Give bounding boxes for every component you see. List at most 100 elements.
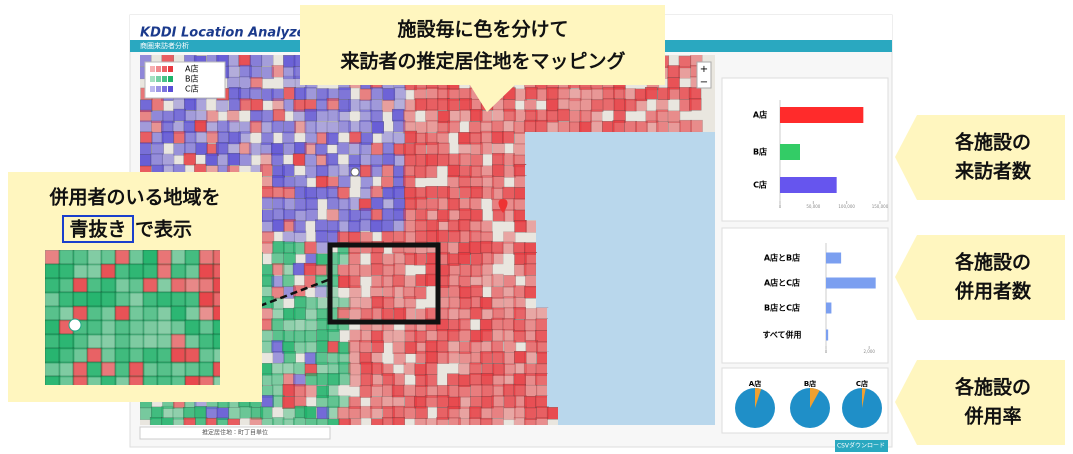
map-area xyxy=(240,406,252,418)
map-area xyxy=(261,319,273,331)
inset-area xyxy=(101,306,116,321)
map-area xyxy=(394,87,406,99)
map-water xyxy=(701,275,712,286)
map-area xyxy=(339,88,351,100)
map-water xyxy=(613,363,624,374)
map-area xyxy=(162,131,174,143)
map-water xyxy=(690,220,701,231)
inset-area xyxy=(185,348,200,363)
map-area xyxy=(338,396,350,408)
map-area xyxy=(216,100,228,112)
map-area xyxy=(392,406,404,418)
map-water xyxy=(580,374,591,385)
map-water xyxy=(701,242,712,253)
map-water xyxy=(602,308,613,319)
callout-text: 併用者のいる地域を xyxy=(48,186,220,209)
inset-area xyxy=(185,250,200,265)
inset-area xyxy=(157,348,172,363)
map-water xyxy=(613,154,624,165)
inset-area xyxy=(185,334,200,349)
map-water xyxy=(613,231,624,242)
map-water xyxy=(558,187,569,198)
csv-button-label[interactable]: CSVダウンロード xyxy=(837,442,885,450)
map-area xyxy=(239,154,251,166)
legend-label: B店 xyxy=(185,75,199,84)
map-water xyxy=(569,132,580,143)
legend-swatch xyxy=(156,76,161,82)
map-area xyxy=(425,362,437,374)
map-water xyxy=(624,176,635,187)
map-area xyxy=(294,330,306,342)
map-water xyxy=(602,330,613,341)
map-water xyxy=(569,330,580,341)
zoom-out[interactable]: − xyxy=(700,77,708,88)
map-area xyxy=(447,406,459,418)
legend-swatch xyxy=(150,66,155,72)
map-area xyxy=(492,274,504,286)
map-water xyxy=(591,374,602,385)
map-water xyxy=(547,242,558,253)
map-water xyxy=(657,132,668,143)
map-water xyxy=(624,407,635,418)
map-area xyxy=(459,407,471,419)
map-area xyxy=(360,386,372,398)
map-pin[interactable] xyxy=(351,168,359,176)
x-tick-label: 150,000 xyxy=(872,204,889,209)
map-water xyxy=(558,231,569,242)
inset-area xyxy=(115,278,130,293)
map-area xyxy=(305,121,317,133)
map-water xyxy=(701,154,712,165)
map-area xyxy=(393,330,405,342)
map-area xyxy=(394,252,406,264)
map-water xyxy=(602,187,613,198)
inset-area xyxy=(157,306,172,321)
map-water xyxy=(558,352,569,363)
inset-area xyxy=(143,278,158,293)
map-area xyxy=(580,110,592,122)
inset-area xyxy=(199,278,214,293)
map-area xyxy=(327,197,339,209)
map-water xyxy=(569,231,580,242)
zoom-in[interactable]: + xyxy=(700,64,708,75)
map-area xyxy=(470,373,482,385)
map-area xyxy=(469,407,481,419)
map-area xyxy=(524,286,536,298)
map-area xyxy=(227,66,239,78)
map-area xyxy=(415,220,427,232)
map-area xyxy=(328,341,340,353)
map-water xyxy=(668,176,679,187)
map-water xyxy=(668,154,679,165)
map-water xyxy=(547,308,558,319)
map-area xyxy=(514,406,526,418)
map-area xyxy=(480,131,492,143)
map-water xyxy=(701,253,712,264)
map-area xyxy=(480,221,492,233)
inset-area xyxy=(87,362,102,377)
map-water xyxy=(558,132,569,143)
map-area xyxy=(283,55,295,67)
map-water xyxy=(602,220,613,231)
map-water xyxy=(701,198,712,209)
map-area xyxy=(535,373,547,385)
map-water xyxy=(591,209,602,220)
inset-area xyxy=(73,362,88,377)
map-water xyxy=(668,132,679,143)
map-area xyxy=(480,408,492,420)
map-water xyxy=(525,132,536,143)
inset-area xyxy=(87,320,102,335)
map-area xyxy=(645,87,657,99)
map-area xyxy=(306,373,318,385)
map-area xyxy=(471,155,483,167)
legend-swatch xyxy=(156,66,161,72)
map-area xyxy=(206,110,218,122)
map-area xyxy=(282,397,294,409)
map-area xyxy=(383,264,395,276)
inset-area xyxy=(157,334,172,349)
map-area xyxy=(139,154,151,166)
map-area xyxy=(404,407,416,419)
map-area xyxy=(316,265,328,277)
map-water xyxy=(679,363,690,374)
map-area xyxy=(250,54,262,66)
inset-area xyxy=(129,348,144,363)
map-area xyxy=(437,219,449,231)
